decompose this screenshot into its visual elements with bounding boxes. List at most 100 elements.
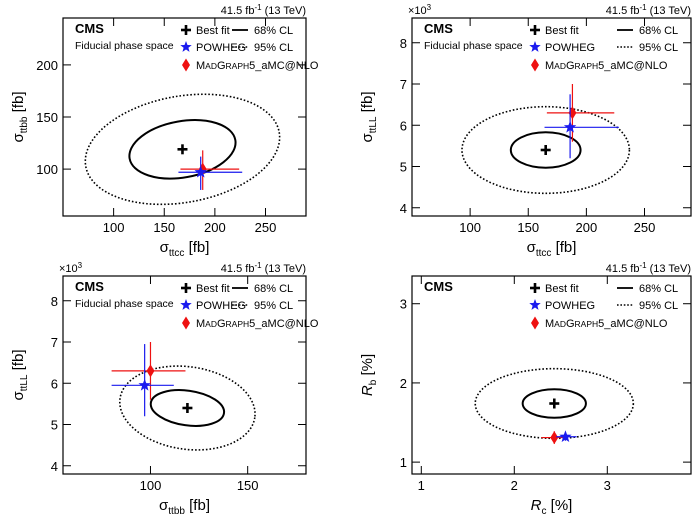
legend-68cl-label: 68% CL: [254, 25, 293, 37]
contour-95cl: [461, 105, 631, 195]
legend-powheg-label: POWHEG: [545, 42, 595, 54]
lumi-label: 41.5 fb-1 (13 TeV): [221, 3, 306, 17]
legend-madgraph-marker: [182, 316, 190, 330]
legend-95cl-label: 95% CL: [254, 42, 293, 54]
legend-95cl-label: 95% CL: [639, 42, 678, 54]
y-exponent-label: ×103: [59, 261, 83, 275]
madgraph-point: [146, 364, 155, 378]
legend-68cl-label: 68% CL: [254, 283, 293, 295]
powheg-point: [559, 430, 572, 443]
x-tick-label: 150: [517, 220, 539, 235]
plot-frame: [411, 275, 692, 475]
best-fit-point: [182, 403, 193, 413]
best-fit-point: [540, 145, 551, 155]
contour-68cl: [521, 388, 587, 419]
legend-best-fit-label: Best fit: [545, 283, 579, 295]
y-tick-label: 3: [400, 297, 407, 312]
y-exponent-label: ×103: [408, 3, 432, 17]
x-tick-label: 100: [140, 478, 162, 493]
cms-label: CMS: [424, 21, 453, 36]
legend-powheg-marker: [180, 299, 192, 310]
y-axis-label: σttLL [fb]: [10, 350, 30, 401]
x-tick-label: 200: [204, 220, 226, 235]
y-tick-label: 200: [36, 58, 58, 73]
legend-powheg-marker: [529, 41, 541, 52]
x-tick-label: 150: [237, 478, 259, 493]
x-tick-label: 250: [634, 220, 656, 235]
legend-powheg-marker: [180, 41, 192, 52]
legend-powheg-label: POWHEG: [196, 42, 246, 54]
x-tick-label: 100: [103, 220, 125, 235]
legend-madgraph-label: MADGRAPH5_aMC@NLO: [196, 318, 319, 330]
best-fit-point: [177, 144, 188, 155]
legend-best-fit-marker: [530, 25, 540, 35]
contour-95cl: [118, 365, 256, 451]
legend-best-fit-marker: [181, 283, 191, 293]
panel-bottom-left: 100 150 4 5 6 7 8 ×103 41.5 fb-1 (13 TeV) σttbb […: [10, 261, 319, 516]
x-axis-label: σttbb [fb]: [159, 497, 210, 516]
x-tick-label: 3: [604, 478, 611, 493]
y-tick-label: 7: [51, 335, 58, 350]
powheg-point: [563, 120, 577, 133]
x-axis-label: σttcc [fb]: [527, 239, 577, 259]
legend-madgraph-label: MADGRAPH5_aMC@NLO: [196, 60, 319, 72]
lumi-label: 41.5 fb-1 (13 TeV): [221, 261, 306, 275]
y-tick-label: 6: [51, 376, 58, 391]
y-tick-label: 4: [51, 459, 58, 474]
y-tick-label: 150: [36, 110, 58, 125]
y-tick-label: 4: [400, 201, 407, 216]
legend-powheg-label: POWHEG: [545, 300, 595, 312]
subtitle: Fiducial phase space: [75, 298, 174, 310]
cms-label: CMS: [424, 279, 453, 294]
y-tick-label: 6: [400, 118, 407, 133]
panel-top-right: 100 150 200 250 4 5 6 7 8 ×103 41.5 fb-1 (13 TeV) σ…: [359, 3, 692, 259]
plot-frame: [411, 17, 692, 217]
y-tick-label: 8: [51, 294, 58, 309]
contour-68cl: [509, 131, 582, 169]
best-fit-point: [549, 398, 560, 409]
x-tick-label: 150: [153, 220, 175, 235]
y-tick-label: 2: [400, 376, 407, 391]
y-tick-label: 5: [51, 418, 58, 433]
contour-68cl: [128, 119, 237, 180]
contour-95cl: [84, 93, 281, 206]
powheg-point: [138, 378, 151, 391]
legend-95cl-label: 95% CL: [254, 300, 293, 312]
subtitle: Fiducial phase space: [75, 40, 174, 52]
x-axis-label: σttcc [fb]: [160, 239, 210, 259]
cms-label: CMS: [75, 279, 104, 294]
legend-powheg-marker: [529, 299, 541, 310]
legend-68cl-label: 68% CL: [639, 25, 678, 37]
legend-madgraph-marker: [531, 316, 539, 330]
subtitle: Fiducial phase space: [424, 40, 523, 52]
y-axis-label: σttbb [fb]: [10, 92, 30, 143]
x-tick-label: 250: [255, 220, 277, 235]
y-axis-label: σttLL [fb]: [359, 92, 379, 143]
legend-best-fit-marker: [181, 25, 191, 35]
panel-top-left: 100 150 200 250 100 150 200 41.5 fb-1 (13 TeV) σ…: [10, 3, 319, 259]
legend-madgraph-label: MADGRAPH5_aMC@NLO: [545, 60, 668, 72]
plot-frame: [62, 275, 307, 475]
x-tick-label: 200: [576, 220, 598, 235]
legend-best-fit-label: Best fit: [196, 25, 230, 37]
y-tick-label: 1: [400, 455, 407, 470]
y-tick-label: 7: [400, 77, 407, 92]
panel-bottom-right: 1 2 3 1 2 3 41.5 fb-1 (13 TeV) Rc [%] Rb [%] CMS B…: [359, 261, 692, 516]
x-tick-label: 2: [511, 478, 518, 493]
legend-best-fit-marker: [530, 283, 540, 293]
legend-best-fit-label: Best fit: [196, 283, 230, 295]
powheg-point: [194, 165, 207, 178]
legend-powheg-label: POWHEG: [196, 300, 246, 312]
x-tick-label: 1: [418, 478, 425, 493]
legend-best-fit-label: Best fit: [545, 25, 579, 37]
legend-95cl-label: 95% CL: [639, 300, 678, 312]
y-tick-label: 5: [400, 160, 407, 175]
cms-label: CMS: [75, 21, 104, 36]
legend-68cl-label: 68% CL: [639, 283, 678, 295]
madgraph-point: [550, 431, 559, 445]
x-axis-label: Rc [%]: [531, 497, 573, 516]
contour-95cl: [474, 367, 635, 440]
x-tick-label: 100: [459, 220, 481, 235]
legend-madgraph-marker: [531, 58, 539, 72]
